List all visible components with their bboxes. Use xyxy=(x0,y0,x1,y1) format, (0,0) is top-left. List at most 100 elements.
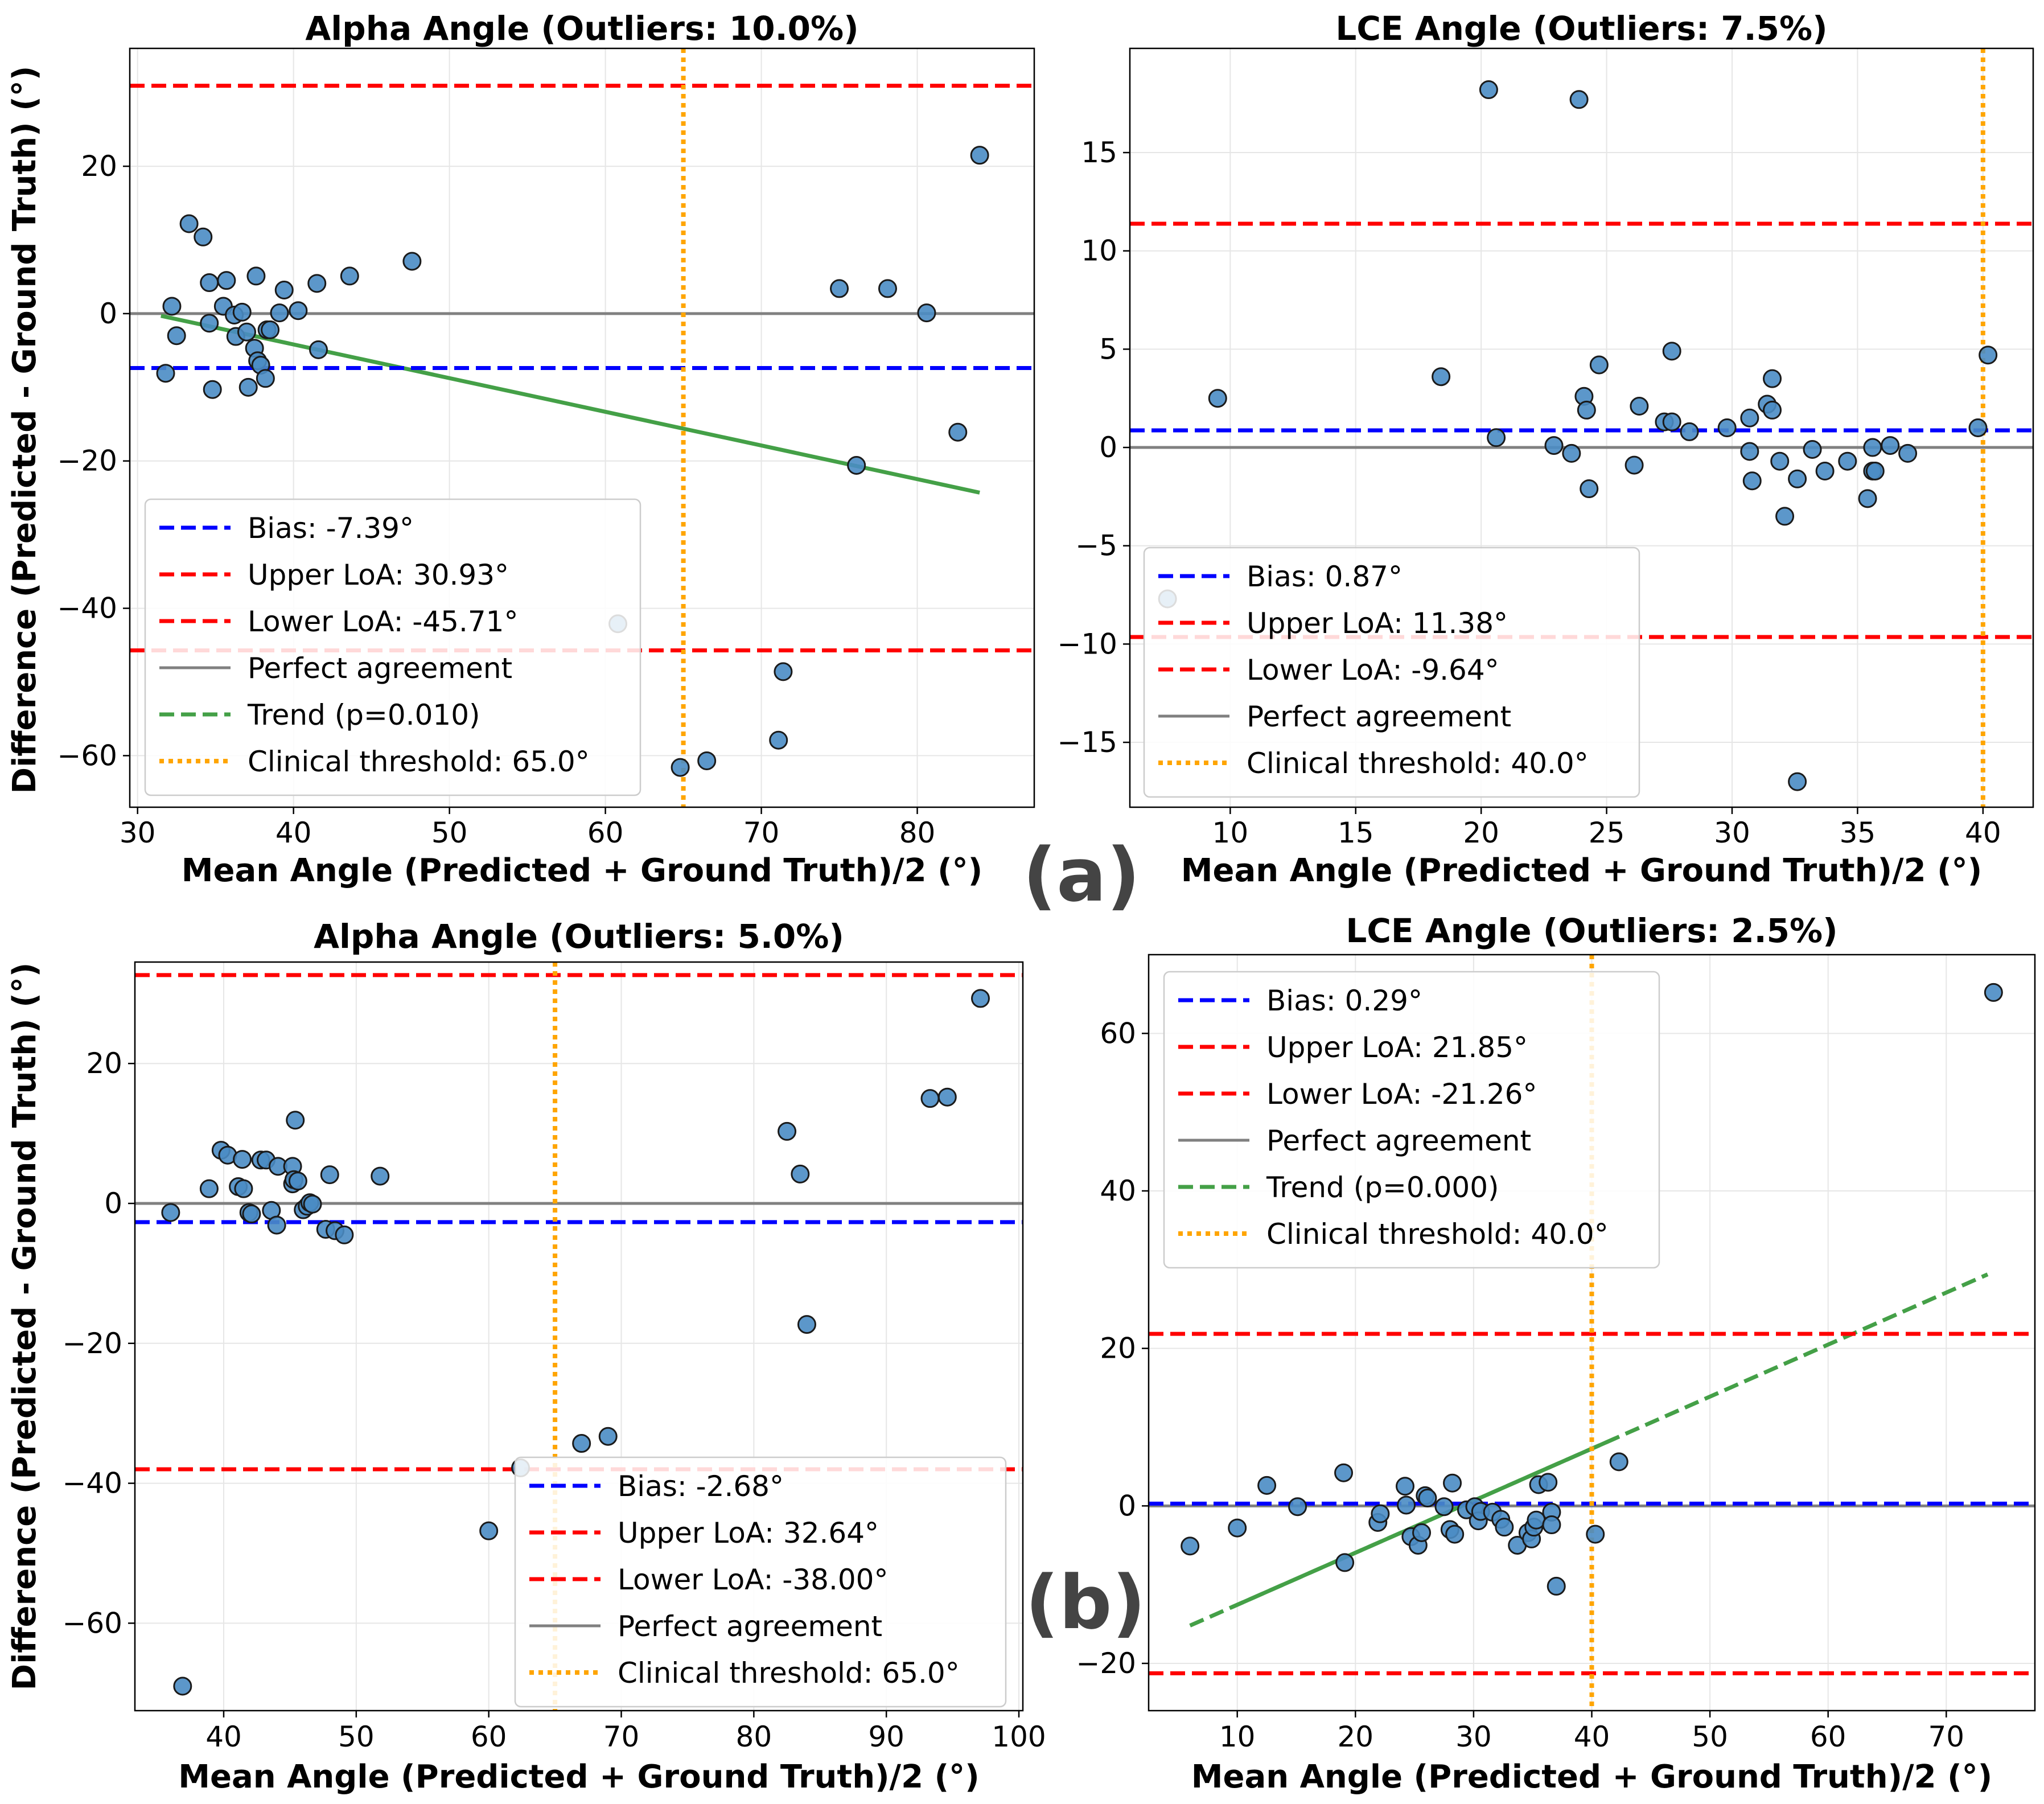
y-tick-label: 0 xyxy=(1099,431,1117,464)
data-point xyxy=(1662,412,1681,432)
x-tick-label: 30 xyxy=(1714,816,1750,849)
plot-area xyxy=(1130,48,2033,807)
data-point xyxy=(1858,489,1877,508)
data-point xyxy=(340,266,359,286)
data-point xyxy=(1815,461,1835,480)
y-tick-label: −20 xyxy=(1076,1647,1136,1680)
x-tick-label: 70 xyxy=(743,816,780,849)
data-point xyxy=(173,1676,192,1696)
panel-letter-b: (b) xyxy=(1025,1559,1146,1646)
data-point xyxy=(161,1203,180,1222)
data-point xyxy=(778,1121,797,1141)
x-tick-label: 10 xyxy=(1212,816,1249,849)
data-point xyxy=(288,1172,307,1191)
chart-title: LCE Angle (Outliers: 7.5%) xyxy=(1335,9,1827,48)
legend-box xyxy=(1143,546,1640,798)
data-point xyxy=(1443,1473,1462,1493)
data-point xyxy=(917,303,936,323)
y-tick-label: −10 xyxy=(1057,627,1117,660)
legend: Bias: -7.39° Upper LoA: 30.93° Lower LoA: … xyxy=(144,498,641,796)
data-point xyxy=(1432,367,1451,387)
legend-label: Clinical threshold: 40.0° xyxy=(1266,1218,1609,1251)
legend-label: Lower LoA: -45.71° xyxy=(248,605,519,638)
y-tick-label: 20 xyxy=(86,1047,122,1080)
data-point xyxy=(200,314,219,333)
data-point xyxy=(402,252,422,271)
x-tick-label: 20 xyxy=(1337,1720,1373,1753)
y-tick-label: 60 xyxy=(1100,1017,1136,1050)
data-point xyxy=(671,758,690,777)
x-tick-label: 30 xyxy=(1455,1720,1492,1753)
legend-label: Lower LoA: -38.00° xyxy=(618,1563,889,1596)
plot-area xyxy=(130,48,1034,807)
y-axis-label-top: Difference (Predicted - Ground Truth) (°… xyxy=(6,66,43,794)
data-point xyxy=(1742,471,1762,491)
x-tick-label: 70 xyxy=(1928,1720,1964,1753)
x-tick-label: 40 xyxy=(205,1720,242,1753)
data-point xyxy=(970,989,990,1008)
data-point xyxy=(791,1164,810,1184)
legend: Bias: 0.87° Upper LoA: 11.38° Lower LoA: -… xyxy=(1143,546,1640,798)
data-point xyxy=(598,1427,618,1446)
data-point xyxy=(1740,442,1759,461)
data-point xyxy=(1181,1536,1200,1556)
x-axis-label: Mean Angle (Predicted + Ground Truth)/2 … xyxy=(1181,852,1983,889)
data-point xyxy=(270,303,289,323)
x-tick-label: 10 xyxy=(1219,1720,1256,1753)
trend-line-solid xyxy=(1230,1436,1617,1609)
data-point xyxy=(234,1179,253,1198)
legend-label: Perfect agreement xyxy=(618,1610,882,1643)
data-point xyxy=(1371,1504,1390,1523)
data-point xyxy=(1208,389,1227,408)
chart-panel-lce-angle-a: 10 15 20 25 30 35 40 −15 −10 −5 0 5 10 15 LCE Angle (O… xyxy=(1057,9,2034,889)
panel-letter-a: (a) xyxy=(1023,832,1141,918)
data-point xyxy=(1445,1524,1465,1544)
data-point xyxy=(267,1215,286,1235)
y-tick-label: −60 xyxy=(57,739,117,772)
data-point xyxy=(200,273,219,293)
y-tick-label: 20 xyxy=(1100,1332,1136,1365)
x-tick-label: 40 xyxy=(1965,816,2001,849)
data-point xyxy=(1580,479,1599,499)
data-point xyxy=(1395,1477,1414,1496)
y-tick-label: 0 xyxy=(104,1187,122,1220)
trend-line xyxy=(161,314,980,495)
data-point xyxy=(1788,469,1807,488)
chart-title: LCE Angle (Outliers: 2.5%) xyxy=(1346,911,1837,950)
data-point xyxy=(1228,1518,1247,1538)
data-point xyxy=(238,377,258,397)
legend-label: Perfect agreement xyxy=(1266,1124,1531,1157)
legend-label: Perfect agreement xyxy=(1247,700,1511,733)
y-tick-label: 0 xyxy=(99,297,117,330)
y-tick-label: 40 xyxy=(1100,1174,1136,1207)
y-tick-label: 0 xyxy=(1118,1489,1136,1522)
data-point xyxy=(1680,422,1699,441)
legend-label: Upper LoA: 11.38° xyxy=(1247,607,1508,640)
data-point xyxy=(847,456,866,475)
data-point xyxy=(572,1434,591,1453)
legend-label: Bias: -2.68° xyxy=(618,1470,784,1503)
x-tick-label: 60 xyxy=(587,816,624,849)
legend-label: Lower LoA: -9.64° xyxy=(1247,654,1499,687)
data-point xyxy=(1624,455,1644,475)
data-point xyxy=(1968,418,1988,437)
data-point xyxy=(1397,1495,1416,1515)
y-axis-label-bottom: Difference (Predicted - Ground Truth) (°… xyxy=(6,963,43,1691)
data-point xyxy=(1586,1524,1605,1544)
data-point xyxy=(1740,408,1759,428)
x-axis-label: Mean Angle (Predicted + Ground Truth)/2 … xyxy=(182,852,983,889)
x-tick-label: 50 xyxy=(431,816,468,849)
x-tick-label: 15 xyxy=(1338,816,1374,849)
legend-label: Upper LoA: 30.93° xyxy=(248,558,509,591)
y-tick-label: −15 xyxy=(1057,726,1117,759)
legend-label: Bias: 0.29° xyxy=(1266,984,1422,1017)
data-point xyxy=(246,266,266,286)
y-tick-label: −60 xyxy=(62,1606,122,1639)
x-tick-label: 25 xyxy=(1589,816,1625,849)
legend-label: Clinical threshold: 65.0° xyxy=(248,745,590,778)
data-point xyxy=(1788,772,1807,791)
data-point xyxy=(217,271,236,290)
data-point xyxy=(1984,983,2003,1002)
data-point xyxy=(237,322,256,342)
